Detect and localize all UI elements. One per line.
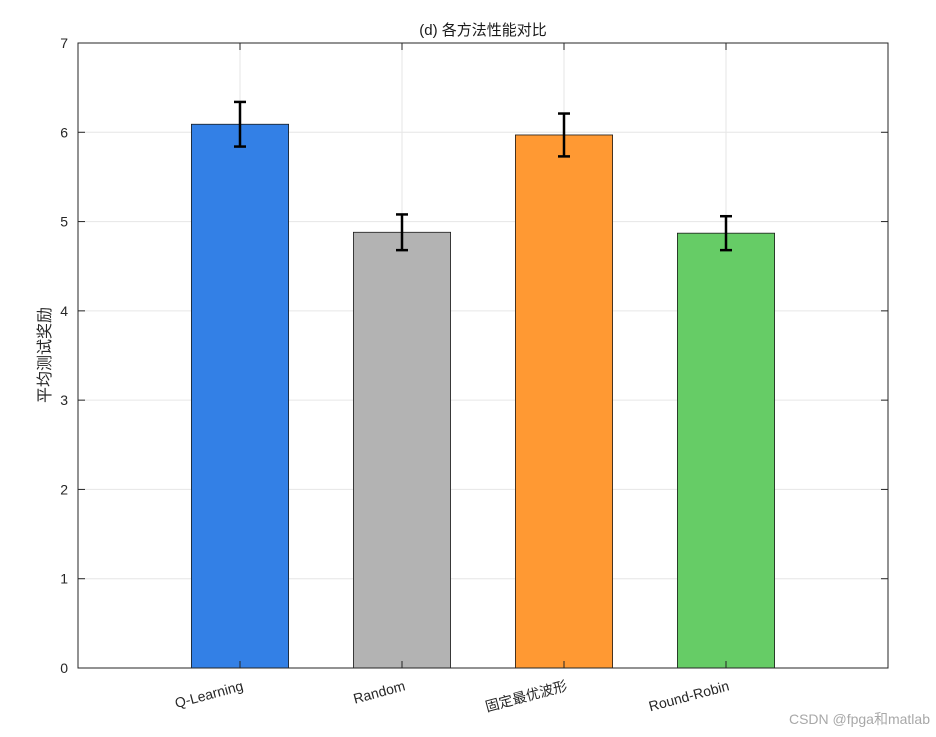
x-tick-label: Round-Robin <box>647 677 731 714</box>
bar-2 <box>352 231 451 669</box>
y-tick-label: 7 <box>60 35 68 51</box>
y-tick-label: 4 <box>60 303 68 319</box>
error-bar-3 <box>558 112 570 158</box>
axes-box <box>77 42 889 669</box>
y-axis-label: 平均测试奖励 <box>35 307 54 403</box>
y-tick-labels: 0 1 2 3 4 5 6 7 <box>60 35 68 676</box>
error-bars <box>234 100 732 252</box>
y-tick-label: 5 <box>60 214 68 230</box>
bar-4 <box>677 232 776 669</box>
axis-ticks <box>78 42 888 669</box>
bars <box>190 123 776 669</box>
x-tick-label: 固定最优波形 <box>483 677 568 714</box>
chart-title: (d) 各方法性能对比 <box>419 22 547 39</box>
x-tick-label: Random <box>352 677 407 706</box>
y-tick-label: 6 <box>60 124 68 140</box>
bar-3 <box>515 134 614 669</box>
watermark: CSDN @fpga和matlab <box>788 711 930 727</box>
error-bar-1 <box>234 100 246 148</box>
y-tick-label: 0 <box>60 660 68 676</box>
error-bar-4 <box>720 214 732 252</box>
x-tick-labels: Q-Learning Random 固定最优波形 Round-Robin <box>173 677 731 714</box>
y-tick-label: 2 <box>60 481 68 497</box>
x-tick-label: Q-Learning <box>173 677 245 711</box>
y-tick-label: 1 <box>60 571 68 587</box>
y-tick-label: 3 <box>60 392 68 408</box>
bar-1 <box>190 123 289 669</box>
error-bar-2 <box>396 213 408 252</box>
